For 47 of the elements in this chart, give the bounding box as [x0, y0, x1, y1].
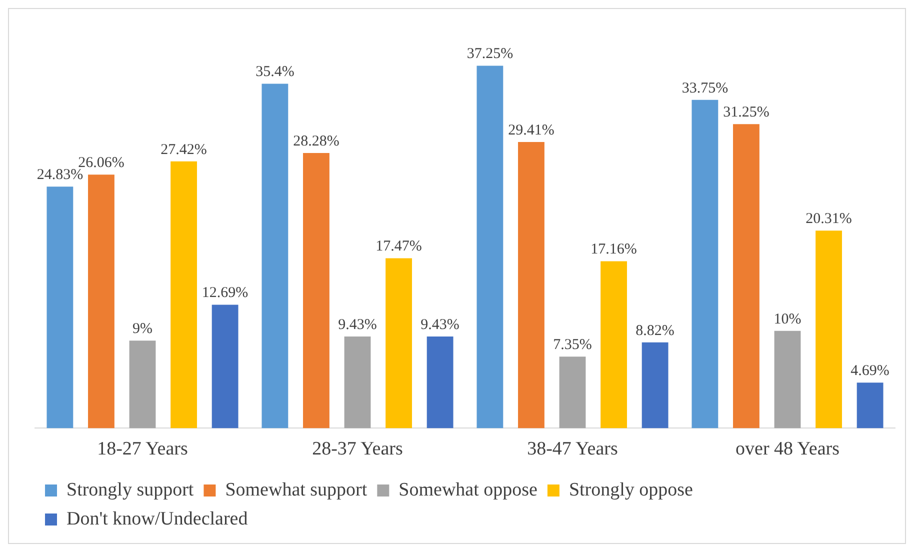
- bar: [600, 261, 627, 428]
- data-label: 29.41%: [508, 122, 554, 138]
- data-label: 35.4%: [256, 64, 294, 80]
- bar: [559, 356, 586, 428]
- bar: [170, 161, 197, 428]
- bar: [476, 66, 504, 428]
- bar: [88, 174, 114, 428]
- legend-label: Somewhat oppose: [398, 479, 538, 500]
- bar: [344, 336, 371, 428]
- legend-label: Don't know/Undeclared: [66, 508, 248, 530]
- x-tick-label: over 48 Years: [736, 438, 840, 460]
- bar: [426, 336, 454, 428]
- bar: [518, 142, 544, 428]
- bar: [262, 84, 288, 428]
- data-label: 9.43%: [338, 316, 377, 333]
- bar: [642, 342, 668, 428]
- x-tick-label: 28-37 Years: [312, 438, 403, 460]
- bar: [386, 258, 412, 428]
- data-label: 31.25%: [723, 104, 770, 121]
- x-tick-label: 38-47 Years: [527, 438, 618, 460]
- bar: [774, 330, 801, 428]
- bar: [212, 304, 238, 428]
- legend-label: Somewhat support: [225, 479, 368, 500]
- bar: [856, 382, 884, 428]
- bar: [303, 153, 330, 428]
- data-label: 28.28%: [293, 133, 340, 150]
- bar: [733, 124, 760, 428]
- data-label: 27.42%: [160, 142, 207, 158]
- bar: [129, 340, 156, 428]
- data-label: 33.75%: [682, 80, 728, 96]
- data-label: 9%: [132, 321, 152, 338]
- legend-label: Strongly oppose: [568, 479, 693, 500]
- data-label: 17.47%: [376, 238, 422, 255]
- data-label: 7.35%: [553, 337, 592, 354]
- data-label: 12.69%: [202, 285, 248, 302]
- data-label: 20.31%: [806, 211, 852, 228]
- data-label: 17.16%: [590, 242, 637, 258]
- legend-label: Strongly support: [66, 479, 194, 500]
- bar: [692, 100, 718, 428]
- bar: [816, 230, 842, 428]
- data-label: 37.25%: [466, 46, 514, 62]
- x-tick-label: 18-27 Years: [97, 438, 188, 460]
- data-label: 8.82%: [636, 322, 674, 339]
- data-label: 4.69%: [850, 363, 890, 380]
- data-label: 9.43%: [420, 316, 460, 333]
- data-label: 10%: [774, 311, 802, 328]
- bar: [46, 186, 74, 428]
